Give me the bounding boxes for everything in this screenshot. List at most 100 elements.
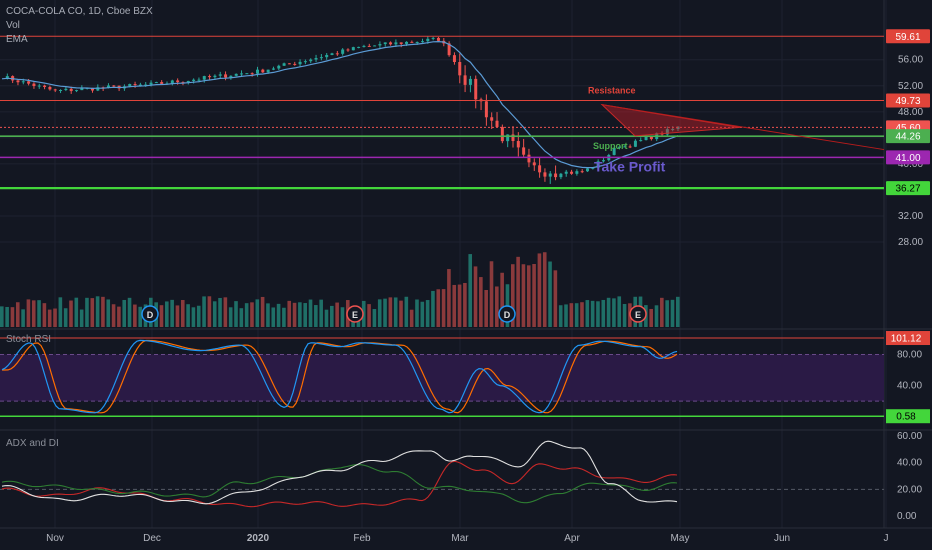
candle <box>436 36 440 42</box>
volume-bar <box>196 305 201 327</box>
volume-bar <box>266 303 270 327</box>
svg-text:41.00: 41.00 <box>895 153 920 164</box>
volume-bar <box>489 261 494 327</box>
volume-bar <box>63 308 68 327</box>
candle <box>32 82 36 89</box>
candle <box>367 43 371 47</box>
candle <box>639 137 643 142</box>
volume-bar <box>574 303 579 327</box>
volume-bar <box>234 301 238 327</box>
candle <box>75 89 79 93</box>
adx-tick-label: 40.00 <box>897 458 922 469</box>
volume-bar <box>79 309 84 327</box>
volume-bar <box>180 300 185 327</box>
volume-bar <box>548 261 552 327</box>
support-price-label: 44.26 <box>886 129 930 144</box>
volume-bar <box>0 306 4 327</box>
candle <box>218 71 222 79</box>
time-tick-label: Nov <box>46 533 64 544</box>
svg-text:49.73: 49.73 <box>895 96 920 107</box>
candle <box>500 124 504 144</box>
stoch-band <box>0 354 884 402</box>
volume-bar <box>170 299 174 327</box>
volume-bar <box>244 303 249 327</box>
grid <box>0 0 887 528</box>
candle <box>580 169 584 174</box>
volume-bar <box>452 284 457 327</box>
volume-bar <box>122 299 127 327</box>
volume-bar <box>335 302 339 327</box>
candle <box>309 58 313 64</box>
volume-bar <box>26 299 31 327</box>
volume-bar <box>90 298 95 327</box>
volume-bar <box>47 309 52 327</box>
volume-bar <box>228 307 233 327</box>
volume-bar <box>649 308 653 327</box>
volume-bar <box>654 305 659 327</box>
volume-bar <box>457 284 462 327</box>
candle <box>293 61 297 66</box>
earnings-marker: D <box>498 305 516 323</box>
candle <box>532 158 536 171</box>
candle <box>208 74 212 80</box>
candle <box>633 139 637 148</box>
volume-bar <box>500 272 504 327</box>
stoch-k-line <box>1 339 678 414</box>
time-tick-label: J <box>884 533 889 544</box>
volume-bar <box>175 305 180 327</box>
candle <box>596 159 600 171</box>
stoch-tick-label: 80.00 <box>897 349 922 360</box>
volume-bar <box>276 303 281 327</box>
volume-bar <box>612 298 616 327</box>
resistance-annotation: Resistance <box>588 86 636 96</box>
volume-bar <box>69 300 73 327</box>
volume-bar <box>596 301 600 327</box>
price-tick-label: 40.00 <box>898 159 923 170</box>
resistance-trendline <box>601 104 885 151</box>
volume-bar <box>676 296 680 327</box>
volume-bar <box>282 307 286 327</box>
candle <box>575 169 579 176</box>
candle <box>303 59 307 65</box>
candle <box>59 89 63 94</box>
svg-text:D: D <box>147 310 154 320</box>
volume-bar <box>542 252 547 327</box>
volume-bar <box>15 302 20 327</box>
earnings-marker: E <box>629 305 647 323</box>
stoch-tick-label: 40.00 <box>897 381 922 392</box>
earnings-marker: E <box>346 305 364 323</box>
di-minus-line <box>1 460 678 508</box>
adx-di-label: ADX and DI <box>6 438 59 449</box>
candle <box>202 75 206 83</box>
candle <box>665 126 669 137</box>
volume-bar <box>537 253 542 327</box>
candle <box>357 46 361 49</box>
ema-label: EMA <box>6 34 28 45</box>
volume-bar <box>473 266 478 327</box>
volume-bar <box>101 296 105 327</box>
candle <box>484 94 488 126</box>
candle <box>495 112 499 128</box>
volume-bar <box>383 298 387 327</box>
candle <box>160 80 164 85</box>
candle <box>271 66 275 71</box>
candle <box>463 65 467 93</box>
volume-bar <box>564 304 568 327</box>
volume-bar <box>53 308 57 327</box>
adx-tick-label: 60.00 <box>897 431 922 442</box>
volume-bar <box>463 282 467 327</box>
volume-bar <box>271 307 276 327</box>
volume-bar <box>117 306 121 327</box>
ema-line <box>1 40 679 169</box>
volume-bar <box>191 307 196 327</box>
candle <box>314 54 318 63</box>
low-price-label: 36.27 <box>886 181 930 196</box>
candle <box>410 40 414 43</box>
candle <box>601 158 605 163</box>
svg-text:59.61: 59.61 <box>895 32 920 43</box>
candle <box>383 42 387 47</box>
volume-bar <box>606 297 611 327</box>
volume-bar <box>319 299 323 327</box>
